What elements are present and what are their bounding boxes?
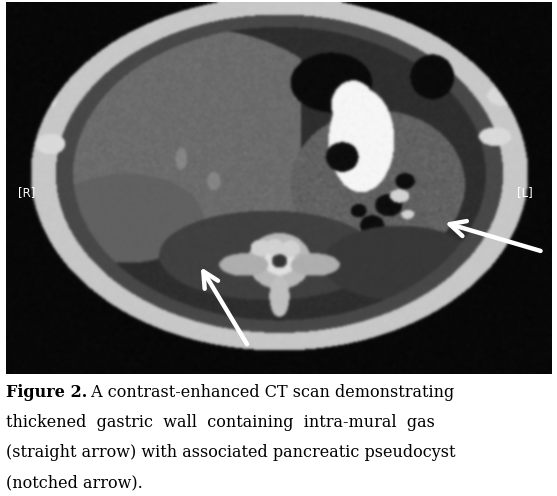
Text: [L]: [L] <box>516 186 532 199</box>
Text: [R]: [R] <box>18 186 35 199</box>
Text: Figure 2.: Figure 2. <box>6 384 87 401</box>
Text: thickened  gastric  wall  containing  intra-mural  gas: thickened gastric wall containing intra-… <box>6 414 434 431</box>
Text: (straight arrow) with associated pancreatic pseudocyst: (straight arrow) with associated pancrea… <box>6 444 455 461</box>
Text: (notched arrow).: (notched arrow). <box>6 475 143 492</box>
Text: A contrast-enhanced CT scan demonstrating: A contrast-enhanced CT scan demonstratin… <box>86 384 455 401</box>
